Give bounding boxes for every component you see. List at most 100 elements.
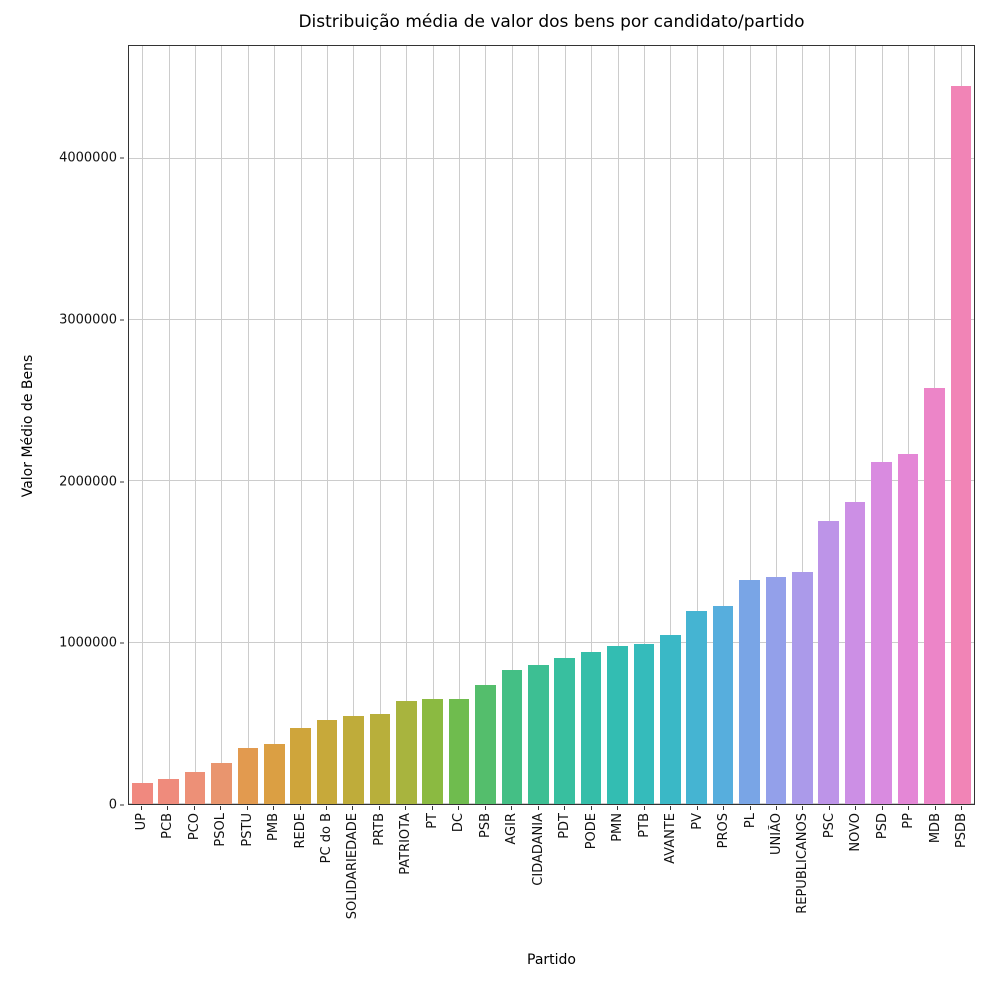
x-tick-cell: PCB bbox=[154, 806, 180, 919]
x-tick-cell: REDE bbox=[287, 806, 313, 919]
y-tick-mark bbox=[120, 804, 124, 806]
bar-cell bbox=[314, 46, 340, 804]
bar-republicanos bbox=[792, 571, 813, 804]
y-tick: 4000000 bbox=[59, 151, 124, 166]
x-tick-cell: PT bbox=[419, 806, 445, 919]
x-tick-label: CIDADANIA bbox=[530, 813, 546, 886]
vertical-gridline bbox=[670, 46, 672, 804]
x-tick-label: REPUBLICANOS bbox=[795, 813, 811, 914]
bar-cell bbox=[578, 46, 604, 804]
x-tick-label: PRTB bbox=[371, 813, 387, 846]
x-tick-label: AVANTE bbox=[663, 813, 679, 864]
bar-rede bbox=[290, 728, 311, 804]
vertical-gridline bbox=[881, 46, 883, 804]
bar-psb bbox=[475, 684, 496, 804]
bar-cell bbox=[789, 46, 815, 804]
vertical-gridline bbox=[723, 46, 725, 804]
x-tick-cell: PV bbox=[684, 806, 710, 919]
bar-cell bbox=[736, 46, 762, 804]
x-tick-label: PT bbox=[424, 813, 440, 829]
vertical-gridline bbox=[643, 46, 645, 804]
bar-cell bbox=[948, 46, 974, 804]
x-tick-label: AGIR bbox=[504, 813, 520, 845]
x-tick-mark bbox=[405, 806, 407, 810]
x-tick-mark bbox=[749, 806, 751, 810]
bar-psc bbox=[818, 520, 840, 804]
y-tick-label: 0 bbox=[108, 797, 117, 813]
vertical-gridline bbox=[828, 46, 830, 804]
x-tick-cell: DC bbox=[446, 806, 472, 919]
vertical-gridline bbox=[247, 46, 249, 804]
x-tick-cell: PODE bbox=[578, 806, 604, 919]
x-tick-cell: PDT bbox=[552, 806, 578, 919]
x-tick-cell: NOVO bbox=[843, 806, 869, 919]
bar-cell bbox=[921, 46, 947, 804]
vertical-gridline bbox=[802, 46, 804, 804]
bar-prtb bbox=[369, 713, 391, 804]
x-tick-label: PL bbox=[742, 813, 758, 829]
bar-cell bbox=[842, 46, 868, 804]
x-tick-mark bbox=[855, 806, 857, 810]
vertical-gridline bbox=[749, 46, 751, 804]
x-tick-label: PSDB bbox=[954, 813, 970, 849]
vertical-gridline bbox=[564, 46, 566, 804]
bar-pmn bbox=[607, 645, 628, 804]
horizontal-gridline bbox=[129, 803, 974, 804]
bar-psol bbox=[211, 762, 232, 804]
vertical-gridline bbox=[142, 46, 144, 804]
vertical-gridline bbox=[353, 46, 355, 804]
x-tick-cell: CIDADANIA bbox=[525, 806, 551, 919]
vertical-gridline bbox=[907, 46, 909, 804]
x-tick-mark bbox=[934, 806, 936, 810]
x-tick-label: UP bbox=[133, 813, 149, 831]
x-tick-label: PODE bbox=[583, 813, 599, 850]
bar-patriota bbox=[395, 700, 417, 804]
bar-cell bbox=[419, 46, 445, 804]
x-tick-cell: PSC bbox=[816, 806, 842, 919]
x-tick-label: PCB bbox=[160, 813, 176, 839]
x-tick-mark bbox=[326, 806, 328, 810]
x-tick-label: PSB bbox=[477, 813, 493, 839]
vertical-gridline bbox=[300, 46, 302, 804]
bar-cell bbox=[710, 46, 736, 804]
x-tick-mark bbox=[696, 806, 698, 810]
bar-cell bbox=[340, 46, 366, 804]
x-tick-cell: PL bbox=[737, 806, 763, 919]
y-tick: 2000000 bbox=[59, 474, 124, 489]
bar-pmb bbox=[263, 744, 285, 804]
x-tick-label: PSTU bbox=[239, 813, 255, 847]
bar-união bbox=[765, 577, 787, 804]
bar-cell bbox=[525, 46, 551, 804]
bar-pros bbox=[712, 606, 734, 804]
bar-cell bbox=[261, 46, 287, 804]
y-tick-label: 2000000 bbox=[59, 474, 117, 490]
x-tick-mark bbox=[193, 806, 195, 810]
bar-cell bbox=[208, 46, 234, 804]
bar-cell bbox=[499, 46, 525, 804]
x-tick-label: PSOL bbox=[213, 813, 229, 847]
horizontal-gridline bbox=[129, 480, 974, 482]
bar-pc-do-b bbox=[316, 720, 338, 804]
vertical-gridline bbox=[221, 46, 223, 804]
y-tick-mark bbox=[120, 642, 124, 644]
y-tick: 0 bbox=[109, 798, 124, 813]
x-tick-mark bbox=[590, 806, 592, 810]
x-tick-label: UNIÃO bbox=[768, 813, 784, 855]
x-tick-label: PMN bbox=[610, 813, 626, 842]
x-tick-cell: MDB bbox=[922, 806, 948, 919]
x-tick-mark bbox=[140, 806, 142, 810]
vertical-gridline bbox=[406, 46, 408, 804]
vertical-gridline bbox=[538, 46, 540, 804]
bar-cell bbox=[446, 46, 472, 804]
x-tick-label: MDB bbox=[927, 813, 943, 844]
x-tick-mark bbox=[484, 806, 486, 810]
x-tick-label: PROS bbox=[716, 813, 732, 849]
bars-container bbox=[129, 46, 974, 804]
x-tick-mark bbox=[564, 806, 566, 810]
vertical-gridline bbox=[855, 46, 857, 804]
x-tick-cell: PROS bbox=[710, 806, 736, 919]
bar-cell bbox=[868, 46, 894, 804]
x-tick-cell: PC do B bbox=[313, 806, 339, 919]
x-tick-mark bbox=[220, 806, 222, 810]
y-tick: 3000000 bbox=[59, 312, 124, 327]
